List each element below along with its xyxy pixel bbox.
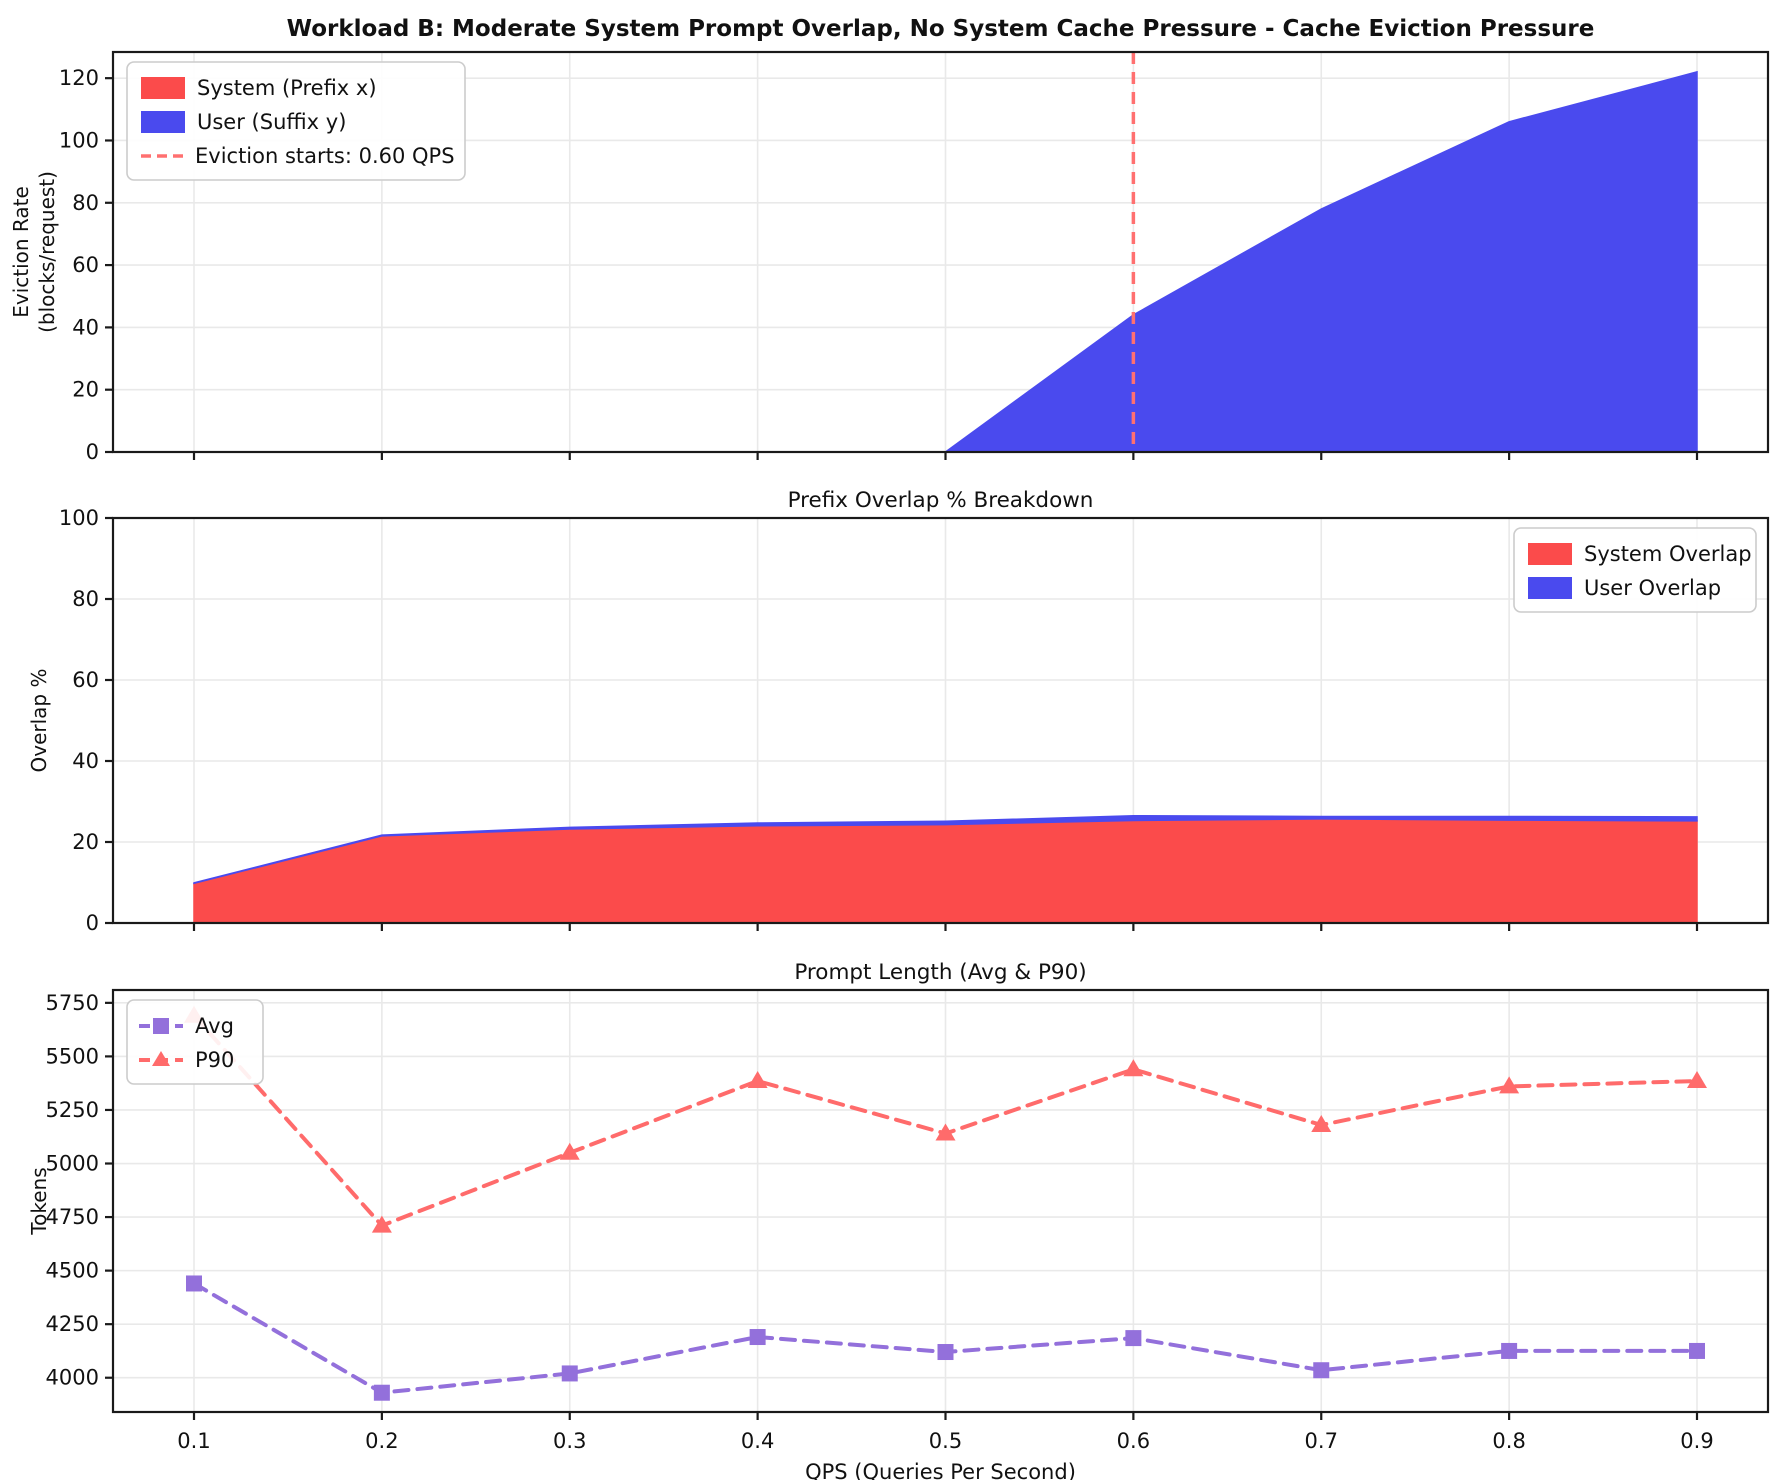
panel-0: 0 20 40 60 80 100 120 Workload B: Moderate Syst… <box>9 16 1770 464</box>
marker-square <box>373 1384 390 1401</box>
y-tick-label: 40 <box>72 315 99 339</box>
x-tick-label: 0.8 <box>1492 1429 1525 1453</box>
panel-2: 0.1 0.2 0.3 0.4 0.5 0.6 0.7 0.8 0.9 4000 4250 4500 4… <box>27 960 1770 1480</box>
y-tick-label: 4250 <box>46 1312 99 1336</box>
panel-title: Prefix Overlap % Breakdown <box>788 488 1094 513</box>
marker-triangle <box>935 1123 956 1141</box>
marker-square <box>749 1329 766 1346</box>
marker-square <box>1125 1330 1142 1347</box>
y-tick-label: 5000 <box>46 1152 99 1176</box>
y-tick-label: 40 <box>72 749 99 773</box>
legend-marker-square <box>153 1018 169 1034</box>
x-tick-label: 0.9 <box>1680 1429 1713 1453</box>
y-tick-label: 120 <box>59 66 99 90</box>
axes-spine <box>111 50 1770 454</box>
marker-square <box>937 1344 954 1361</box>
x-tick-label: 0.5 <box>929 1429 962 1453</box>
y-axis-label: Eviction Rate <box>9 186 33 318</box>
legend-label: System Overlap <box>1584 542 1752 566</box>
legend-label: User (Suffix y) <box>197 110 346 134</box>
legend-box <box>126 61 466 181</box>
x-tick-label: 0.2 <box>365 1429 398 1453</box>
legend-marker-triangle <box>152 1051 170 1066</box>
x-tick-label: 0.7 <box>1305 1429 1338 1453</box>
marker-triangle <box>371 1215 392 1233</box>
marker-triangle <box>559 1142 580 1160</box>
legend-label: System (Prefix x) <box>197 76 377 100</box>
y-axis-label: Tokens <box>27 1167 51 1235</box>
marker-square <box>1501 1342 1518 1359</box>
y-tick-label: 60 <box>72 253 99 277</box>
y-tick-label: 100 <box>59 506 99 530</box>
y-tick-label: 4000 <box>46 1366 99 1390</box>
y-tick-label: 5750 <box>46 991 99 1015</box>
legend-swatch <box>141 77 185 99</box>
marker-square <box>1689 1342 1705 1359</box>
panel-1: 0 20 40 60 80 100 Prefix Overlap % Breakdown Ov… <box>27 488 1770 935</box>
axes-spine <box>111 988 1770 1414</box>
marker-square <box>1313 1362 1330 1379</box>
y-tick-label: 4500 <box>46 1259 99 1283</box>
marker-triangle <box>1123 1059 1144 1077</box>
legend-label: User Overlap <box>1584 576 1721 600</box>
area-series-1 <box>193 814 1698 885</box>
x-tick-label: 0.3 <box>553 1429 586 1453</box>
y-axis-label: Overlap % <box>27 669 51 773</box>
marker-triangle <box>747 1071 768 1089</box>
axes-spine <box>111 516 1770 925</box>
marker-square <box>186 1275 202 1292</box>
legend-label: P90 <box>195 1048 234 1072</box>
x-tick-label: 0.6 <box>1117 1429 1150 1453</box>
marker-triangle <box>1311 1114 1332 1132</box>
legend-swatch <box>141 111 185 133</box>
x-tick-label: 0.1 <box>177 1429 210 1453</box>
y-tick-label: 20 <box>72 830 99 854</box>
marker-triangle <box>1687 1071 1707 1089</box>
x-axis-label: QPS (Queries Per Second) <box>805 1460 1076 1480</box>
y-tick-label: 20 <box>72 378 99 402</box>
y-tick-label: 5250 <box>46 1098 99 1122</box>
legend-label: Eviction starts: 0.60 QPS <box>195 144 455 168</box>
y-tick-label: 80 <box>72 191 99 215</box>
panel-title: Prompt Length (Avg & P90) <box>794 960 1086 985</box>
legend-swatch <box>1528 577 1572 599</box>
y-tick-label: 80 <box>72 587 99 611</box>
legend-box <box>1513 527 1757 613</box>
marker-square <box>561 1365 578 1382</box>
marker-triangle <box>1499 1076 1520 1094</box>
y-axis-label: (blocks/request) <box>35 171 59 333</box>
y-tick-label: 5500 <box>46 1044 99 1068</box>
y-tick-label: 60 <box>72 668 99 692</box>
y-tick-label: 0 <box>86 911 99 935</box>
y-tick-label: 4750 <box>46 1205 99 1229</box>
x-tick-label: 0.4 <box>741 1429 774 1453</box>
y-tick-label: 0 <box>86 440 99 464</box>
legend-label: Avg <box>195 1014 234 1038</box>
legend-swatch <box>1528 543 1572 565</box>
y-tick-label: 100 <box>59 128 99 152</box>
panel-title: Workload B: Moderate System Prompt Overl… <box>287 16 1595 42</box>
